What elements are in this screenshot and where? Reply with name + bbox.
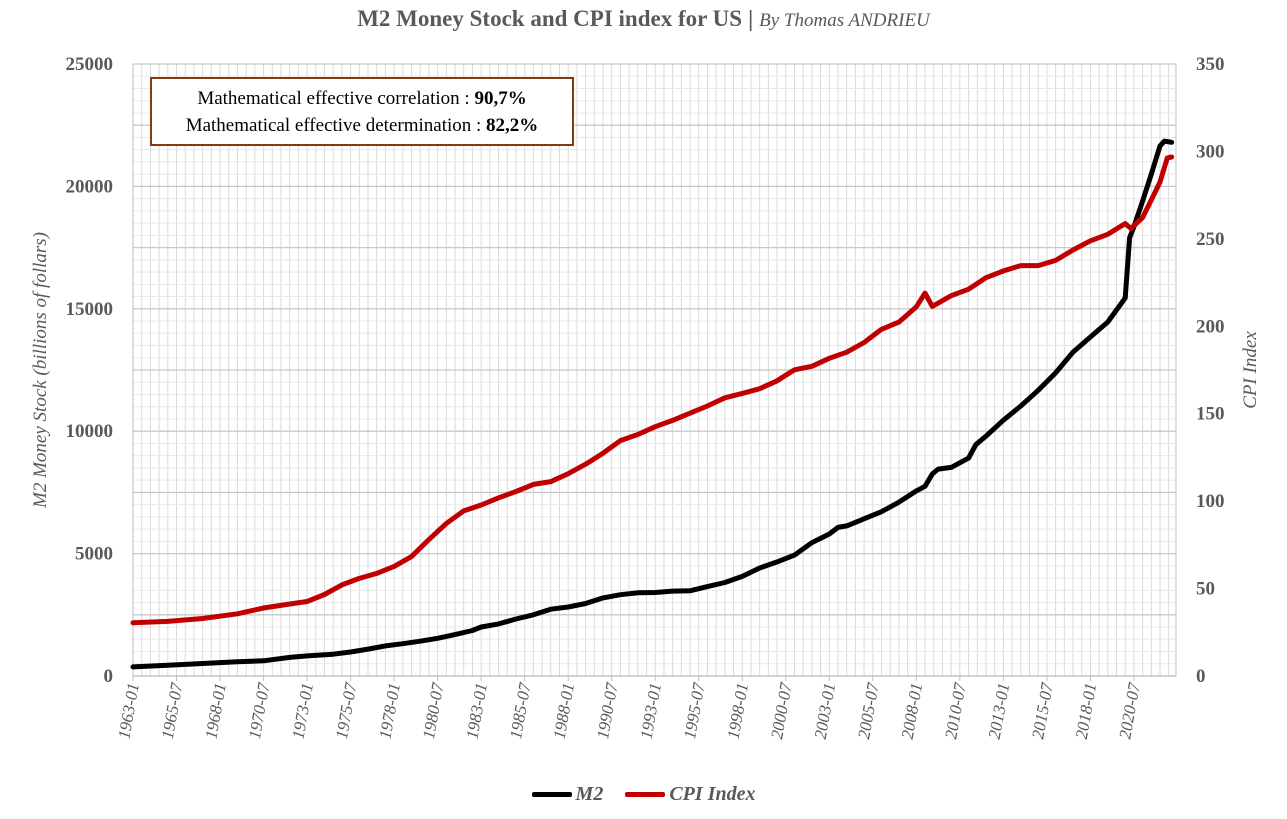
x-tick-label: 2013-01 [985, 681, 1014, 740]
x-tick-label: 1973-01 [288, 681, 317, 740]
x-tick-label: 2005-07 [854, 680, 883, 741]
x-tick-label: 1998-01 [724, 681, 753, 740]
y-tick-label: 0 [104, 666, 114, 687]
legend-swatch-m2 [531, 792, 572, 797]
x-tick-label: 1970-07 [245, 680, 274, 741]
legend-item-m2[interactable]: M2 [531, 783, 604, 806]
y2-tick-label: 0 [1196, 666, 1206, 687]
x-tick-label: 2000-07 [767, 680, 796, 741]
x-tick-label: 1963-01 [114, 681, 143, 740]
chart-subtitle: By Thomas ANDRIEU [759, 10, 930, 31]
y2-tick-label: 300 [1196, 141, 1225, 162]
x-tick-label: 1975-07 [332, 680, 361, 741]
determination-line: Mathematical effective determination : 8… [186, 112, 539, 139]
x-tick-label: 2003-01 [811, 681, 840, 740]
x-tick-label: 1995-07 [680, 680, 709, 741]
determination-label: Mathematical effective determination : [185, 114, 487, 136]
x-tick-label: 2015-07 [1028, 680, 1057, 741]
x-tick-label: 2008-01 [898, 681, 927, 740]
y2-axis-title: CPI Index [1240, 331, 1261, 409]
chart-title-row: M2 Money Stock and CPI index for US | By T… [0, 6, 1287, 32]
y-tick-label: 10000 [66, 421, 114, 442]
title-separator: | [748, 6, 754, 31]
x-tick-label: 1968-01 [201, 681, 230, 740]
x-tick-label: 2020-07 [1115, 680, 1144, 741]
y2-tick-label: 150 [1196, 404, 1225, 425]
y-axis-title: M2 Money Stock (billions of follars) [30, 232, 51, 509]
x-tick-label: 1980-07 [419, 680, 448, 741]
y2-tick-label: 100 [1196, 491, 1225, 512]
x-tick-label: 1993-01 [637, 681, 666, 740]
y2-tick-label: 50 [1196, 579, 1215, 600]
x-tick-label: 1965-07 [158, 680, 187, 741]
axis-layer: 0 5000 10000 15000 20000 25000 0 50 100 150 200 250… [66, 54, 1225, 741]
x-tick-label: 1985-07 [506, 680, 535, 741]
x-tick-label: 1988-01 [550, 681, 579, 740]
series-line-m2 [130, 138, 1175, 670]
legend: M2 CPI Index [0, 783, 1287, 806]
y2-tick-label: 350 [1196, 54, 1225, 75]
correlation-label: Mathematical effective correlation : [197, 87, 475, 109]
x-tick-label: 1978-01 [375, 681, 404, 740]
legend-item-cpi[interactable]: CPI Index [625, 783, 755, 806]
y2-tick-label: 200 [1196, 316, 1225, 337]
series-line-cpi [130, 154, 1175, 626]
stats-box: Mathematical effective correlation : 90,… [150, 77, 574, 146]
x-tick-label: 2010-07 [941, 680, 970, 741]
grid-layer [132, 63, 1176, 677]
y-tick-label: 15000 [66, 299, 114, 320]
x-tick-label: 1983-01 [463, 681, 492, 740]
legend-swatch-cpi [625, 792, 666, 797]
y-tick-label: 20000 [66, 176, 114, 197]
correlation-value: 90,7% [474, 87, 527, 109]
y-tick-label: 5000 [75, 544, 113, 565]
y2-tick-label: 250 [1196, 229, 1225, 250]
legend-label-cpi: CPI Index [669, 783, 756, 805]
x-tick-label: 1990-07 [593, 680, 622, 741]
series-layer [130, 138, 1175, 670]
chart-title: M2 Money Stock and CPI index for US [357, 6, 743, 31]
legend-label-m2: M2 [575, 783, 604, 805]
determination-value: 82,2% [486, 114, 539, 136]
correlation-line: Mathematical effective correlation : 90,… [197, 85, 526, 112]
y-tick-label: 25000 [66, 54, 114, 75]
x-tick-label: 2018-01 [1072, 681, 1101, 740]
